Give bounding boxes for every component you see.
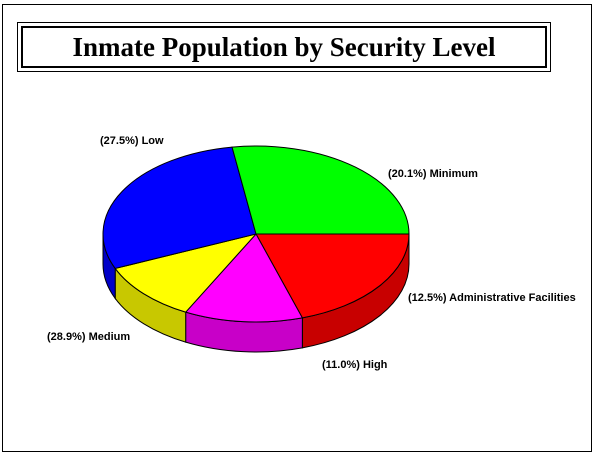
slice-label-high: (11.0%) High	[322, 359, 388, 371]
pie-slice-high	[114, 233, 258, 313]
pie-slice-medium	[102, 146, 257, 270]
chart-title: Inmate Population by Security Level	[72, 31, 496, 62]
pie-sides	[102, 233, 410, 353]
slice-label-medium: (28.9%) Medium	[47, 331, 130, 343]
slice-label-administrative-facilities: (12.5%) Administrative Facilities	[408, 292, 576, 304]
title-inner-border: Inmate Population by Security Level	[21, 26, 547, 68]
title-box: Inmate Population by Security Level	[17, 22, 551, 72]
pie-labels: (20.1%) Minimum (12.5%) Administrative Fa…	[47, 135, 576, 371]
pie-slice-low	[231, 145, 410, 235]
pie-slice-administrative-facilities	[184, 233, 304, 323]
slice-label-minimum: (20.1%) Minimum	[388, 168, 478, 180]
pie-slice-minimum	[255, 233, 410, 319]
slice-label-low: (27.5%) Low	[100, 135, 164, 147]
pie-slices	[102, 145, 410, 323]
